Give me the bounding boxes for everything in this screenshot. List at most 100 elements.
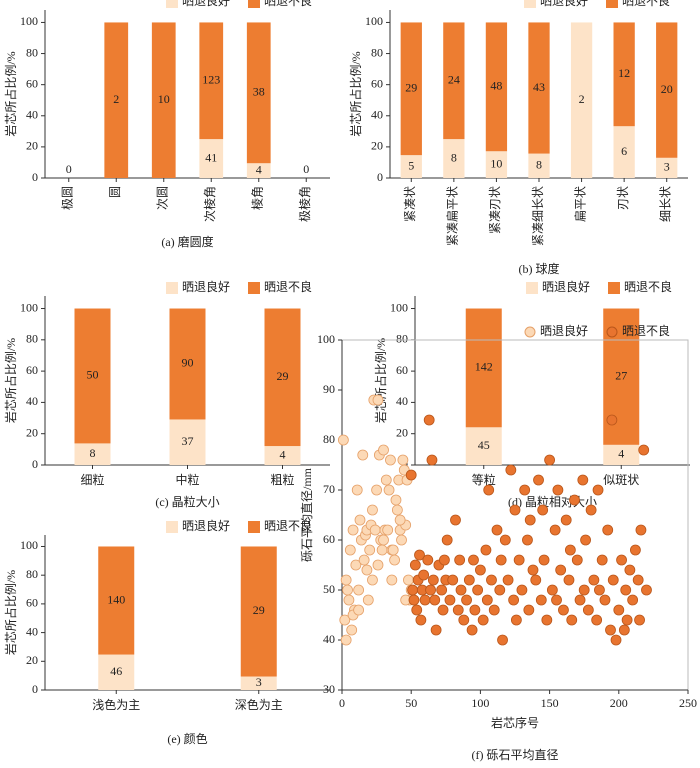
- point: [627, 594, 639, 606]
- point: [389, 554, 400, 566]
- legend-label: 晒退良好: [182, 518, 230, 533]
- x-tick-label: 200: [610, 696, 628, 710]
- point: [538, 554, 550, 566]
- y-tick-label: 0: [377, 170, 383, 184]
- point: [551, 594, 562, 606]
- point: [481, 594, 493, 606]
- point: [439, 554, 450, 566]
- bar-segment: [169, 308, 206, 420]
- point: [527, 564, 539, 576]
- bar-segment: [240, 546, 277, 677]
- point: [386, 574, 398, 586]
- bar-segment: [465, 427, 502, 465]
- x-tick-label: 细粒: [80, 472, 104, 487]
- point: [358, 554, 370, 566]
- point: [560, 514, 572, 526]
- point: [454, 554, 466, 566]
- point: [436, 584, 448, 596]
- point: [346, 624, 358, 636]
- bar-segment: [465, 308, 502, 428]
- y-tick-label: 80: [396, 332, 408, 346]
- x-tick-label: 150: [541, 696, 559, 710]
- point: [510, 614, 522, 626]
- count-label: 4: [256, 162, 262, 176]
- point: [569, 494, 580, 506]
- legend-label: 晒退不良: [264, 518, 312, 533]
- point: [350, 559, 362, 571]
- point: [361, 564, 373, 576]
- bar-segment: [199, 22, 224, 140]
- chart-caption: (f) 砾石平均直径: [472, 748, 559, 762]
- point: [546, 584, 558, 596]
- bar-segment: [246, 22, 271, 164]
- x-tick-label: 浅色为主: [92, 698, 140, 712]
- point: [342, 584, 353, 596]
- y-tick-label: 0: [32, 682, 38, 696]
- point: [571, 554, 583, 566]
- point: [340, 574, 352, 586]
- legend-label: 晒退良好: [182, 0, 230, 8]
- y-tick-label: 100: [20, 14, 38, 28]
- y-axis-label: 岩芯所占比例/%: [3, 570, 18, 655]
- point: [495, 554, 507, 566]
- count-label: 45: [478, 438, 490, 452]
- point: [606, 414, 618, 426]
- y-tick-label: 100: [365, 14, 383, 28]
- count-label: 48: [490, 79, 502, 93]
- count-label: 0: [303, 162, 309, 176]
- point: [339, 614, 351, 626]
- point: [483, 484, 495, 496]
- point: [544, 454, 555, 466]
- count-label: 4: [280, 447, 286, 461]
- bar-segment: [443, 22, 465, 140]
- point: [450, 514, 461, 526]
- legend-swatch: [166, 521, 178, 533]
- bar-segment: [264, 308, 301, 447]
- y-axis-label: 岩芯所占比例/%: [373, 338, 388, 423]
- legend-swatch: [608, 282, 620, 294]
- legend-label: 晒退良好: [182, 279, 230, 294]
- point: [387, 544, 399, 556]
- x-tick-label: 粗粒: [270, 472, 294, 487]
- point: [441, 534, 453, 546]
- point: [382, 524, 394, 536]
- point: [635, 524, 647, 536]
- bar-segment: [169, 419, 206, 465]
- y-tick-label: 30: [323, 682, 335, 696]
- point: [415, 614, 427, 626]
- bar-segment: [400, 22, 422, 156]
- point: [396, 534, 407, 546]
- point: [458, 614, 470, 626]
- point: [343, 594, 355, 606]
- point: [596, 554, 608, 566]
- point: [391, 504, 403, 516]
- point: [427, 574, 439, 586]
- point: [447, 574, 459, 586]
- y-tick-label: 100: [20, 538, 38, 552]
- y-tick-label: 40: [26, 394, 38, 408]
- x-tick-label: 250: [679, 696, 697, 710]
- legend-marker: [606, 326, 618, 338]
- point: [367, 504, 378, 516]
- point: [477, 614, 489, 626]
- point: [354, 514, 366, 526]
- legend-label: 晒退不良: [264, 0, 312, 8]
- point: [524, 514, 536, 526]
- chart-caption: (d) 晶粒相对大小: [508, 494, 597, 509]
- point: [574, 594, 586, 606]
- point: [610, 634, 622, 646]
- point: [516, 584, 528, 596]
- point: [397, 454, 409, 466]
- point: [378, 444, 389, 456]
- point: [353, 584, 365, 596]
- count-label: 5: [408, 158, 414, 172]
- bar-segment: [528, 22, 550, 154]
- y-axis-label: 砾石平均直径/mm: [300, 467, 314, 562]
- point: [578, 584, 590, 596]
- y-tick-label: 60: [26, 76, 38, 90]
- bar-segment: [246, 163, 271, 178]
- x-tick-label: 100: [471, 696, 489, 710]
- point: [505, 464, 517, 476]
- count-label: 46: [110, 664, 122, 678]
- y-tick-label: 60: [396, 363, 408, 377]
